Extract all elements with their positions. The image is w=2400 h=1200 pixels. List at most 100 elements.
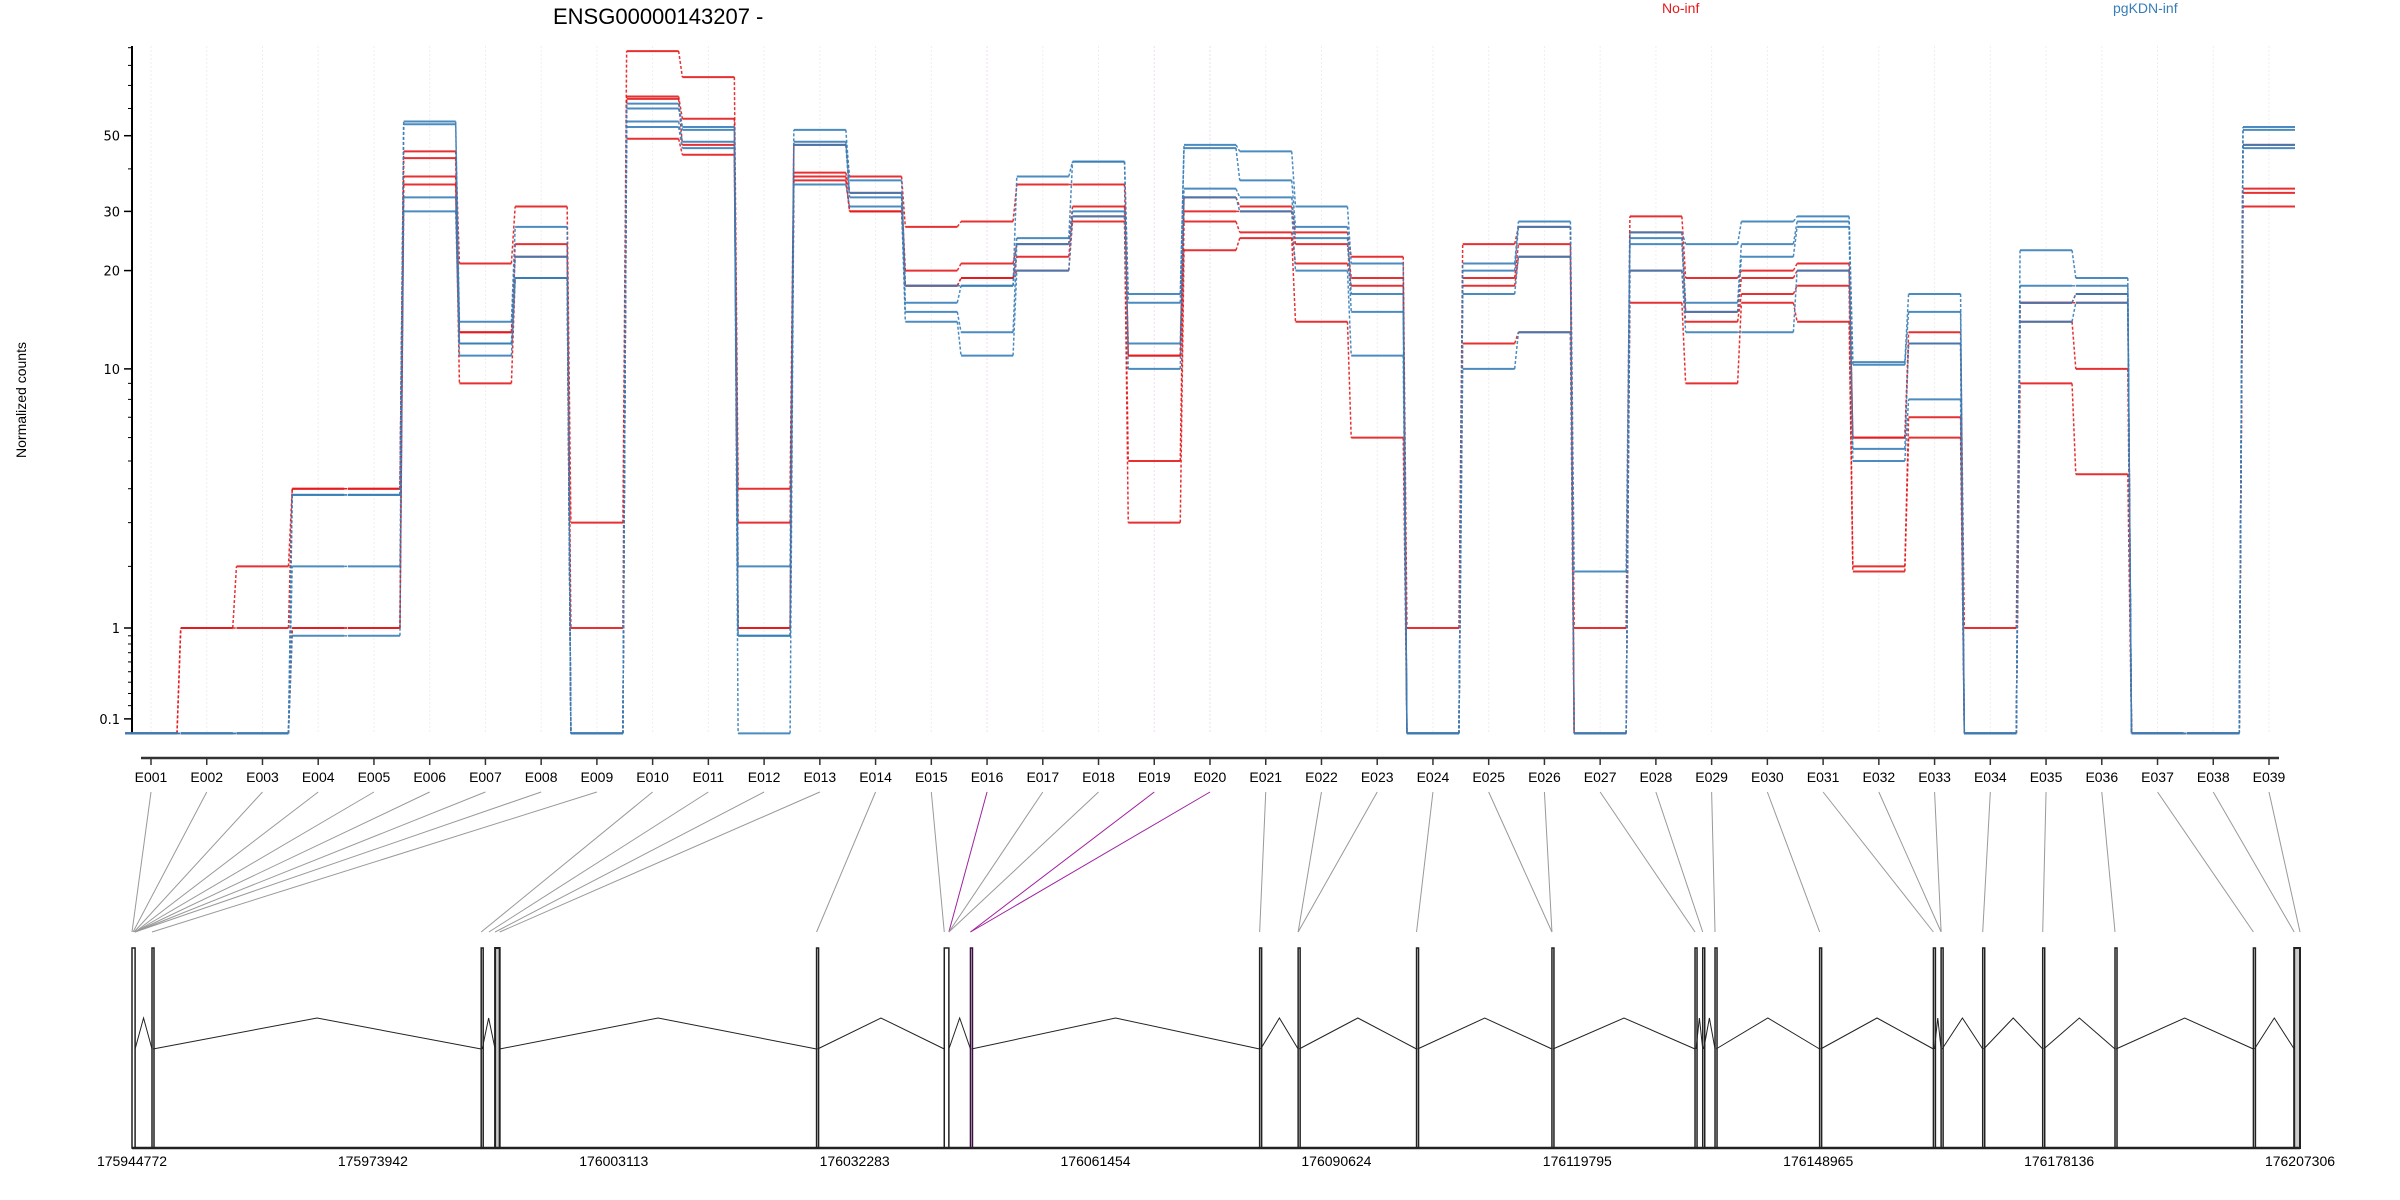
exon-connector-line bbox=[900, 206, 907, 322]
x-tick-label-e025: E025 bbox=[1472, 769, 1505, 785]
x-tick-label-e034: E034 bbox=[1974, 769, 2007, 785]
exon-connector-line bbox=[566, 244, 572, 629]
exon-mapping-line bbox=[131, 791, 152, 933]
exon-mapping-line bbox=[494, 791, 765, 933]
exon-mapping-line bbox=[134, 791, 542, 933]
intron-line bbox=[948, 1016, 971, 1050]
exon-connector-line bbox=[1513, 331, 1520, 344]
x-tick-label-e018: E018 bbox=[1082, 769, 1115, 785]
exon-connector-line bbox=[2071, 383, 2077, 475]
exon-connector-line bbox=[677, 126, 684, 149]
exon-connector-line bbox=[1959, 311, 1966, 734]
intron-line bbox=[2253, 1017, 2295, 1050]
exon-connector-line bbox=[1792, 263, 1798, 271]
x-tick-label-e030: E030 bbox=[1751, 769, 1784, 785]
exon-connector-line bbox=[399, 211, 405, 636]
intron-line bbox=[1941, 1017, 1984, 1050]
exon-connector-line bbox=[1681, 270, 1687, 333]
exon-connector-line bbox=[454, 184, 461, 384]
exon-connector-line bbox=[2127, 302, 2133, 734]
x-tick-label-e015: E015 bbox=[915, 769, 948, 785]
exon-mapping-line bbox=[970, 791, 1155, 933]
x-tick-label-e016: E016 bbox=[971, 769, 1004, 785]
x-tick-label-e032: E032 bbox=[1862, 769, 1895, 785]
exon-connector-line bbox=[1792, 302, 1798, 322]
genomic-tick-label: 175944772 bbox=[97, 1153, 167, 1169]
intron-line bbox=[1695, 1017, 1704, 1050]
exon-mapping-line bbox=[1711, 791, 1716, 933]
genomic-axis: 175944772 175973942 176003113 176032283 1760… bbox=[97, 1146, 2335, 1169]
exon-connector-line bbox=[1681, 302, 1687, 384]
genomic-tick-label: 176119795 bbox=[1543, 1153, 1612, 1169]
exon-connector-line bbox=[1736, 221, 1743, 245]
exon-connector-line bbox=[1123, 216, 1130, 369]
exon-connector-line bbox=[956, 277, 962, 287]
exon-mapping-line bbox=[134, 791, 375, 933]
exon-connector-line bbox=[510, 277, 516, 344]
exon-connector-line bbox=[845, 129, 851, 181]
exon-connector-line bbox=[2071, 250, 2077, 279]
intron-line bbox=[1260, 1017, 1299, 1050]
exon-connector-line bbox=[566, 277, 572, 734]
intron-line bbox=[1703, 1017, 1716, 1050]
exon-box bbox=[1415, 947, 1420, 1149]
exon-connector-line bbox=[1346, 321, 1352, 438]
exon-connector-line bbox=[1402, 294, 1408, 734]
exon-connector-line bbox=[956, 221, 962, 228]
exon-connector-line bbox=[1235, 221, 1241, 233]
exon-connector-line bbox=[1792, 270, 1798, 333]
exon-connector-line bbox=[1848, 270, 1854, 462]
exon-connector-line bbox=[1346, 238, 1352, 312]
exon-mapping-line bbox=[948, 791, 988, 933]
exon-connector-line bbox=[1012, 238, 1018, 286]
exon-connector-line bbox=[677, 50, 684, 78]
exon-connector-line bbox=[1290, 238, 1297, 322]
exon-connector-line bbox=[1068, 216, 1074, 257]
exon-connector-line bbox=[2238, 148, 2244, 734]
exon-mapping-line bbox=[2042, 791, 2047, 933]
exon-connector-line bbox=[1513, 256, 1520, 295]
exon-connector-line bbox=[1904, 311, 1910, 365]
y-tick-label: 0.1 bbox=[99, 713, 120, 728]
exon-connector-line bbox=[677, 138, 684, 155]
exon-connector-line bbox=[1625, 232, 1631, 572]
exon-connector-line bbox=[1736, 256, 1743, 312]
exon-connector-line bbox=[1068, 161, 1074, 239]
x-tick-label-e017: E017 bbox=[1026, 769, 1059, 785]
exon-mapping-line bbox=[948, 791, 1044, 933]
exon-box bbox=[151, 947, 155, 1149]
x-tick-label-e004: E004 bbox=[302, 769, 335, 785]
exon-connector-line bbox=[1012, 243, 1018, 264]
exon-connector-line bbox=[789, 184, 795, 734]
genomic-tick-label: 176090624 bbox=[1301, 1153, 1371, 1169]
x-tick-label-e027: E027 bbox=[1584, 769, 1617, 785]
exon-connector-line bbox=[1736, 244, 1743, 303]
gene-model bbox=[131, 947, 2302, 1149]
exon-mapping-line bbox=[1488, 791, 1553, 933]
exon-connector-line bbox=[1513, 226, 1520, 245]
exon-box bbox=[1818, 947, 1823, 1149]
exon-connector-line bbox=[1012, 270, 1018, 356]
x-tick-label-e006: E006 bbox=[413, 769, 446, 785]
gridlines bbox=[150, 46, 2270, 734]
exon-connector-line bbox=[287, 488, 293, 567]
exon-connector-line bbox=[1904, 293, 1910, 363]
x-tick-label-e028: E028 bbox=[1640, 769, 1673, 785]
exon-mapping-line bbox=[151, 791, 598, 933]
genomic-tick-label: 176207306 bbox=[2265, 1153, 2335, 1169]
exon-connector-line bbox=[956, 311, 962, 333]
exon-connector-line bbox=[1792, 226, 1798, 257]
x-tick-label-e005: E005 bbox=[358, 769, 391, 785]
exon-box bbox=[2293, 947, 2302, 1149]
exon-mapping-line bbox=[1982, 791, 1991, 933]
exon-mapping-line bbox=[134, 791, 319, 933]
exon-connector-line bbox=[1235, 144, 1241, 152]
exon-connector-line bbox=[1681, 216, 1687, 279]
exon-connector-line bbox=[2071, 321, 2077, 369]
exon-connector-line bbox=[1458, 368, 1464, 734]
exon-box bbox=[969, 947, 974, 1149]
x-tick-label-e023: E023 bbox=[1361, 769, 1394, 785]
exon-connector-line bbox=[176, 627, 182, 734]
x-tick-label-e031: E031 bbox=[1807, 769, 1840, 785]
exon-connector-line bbox=[2015, 321, 2021, 734]
